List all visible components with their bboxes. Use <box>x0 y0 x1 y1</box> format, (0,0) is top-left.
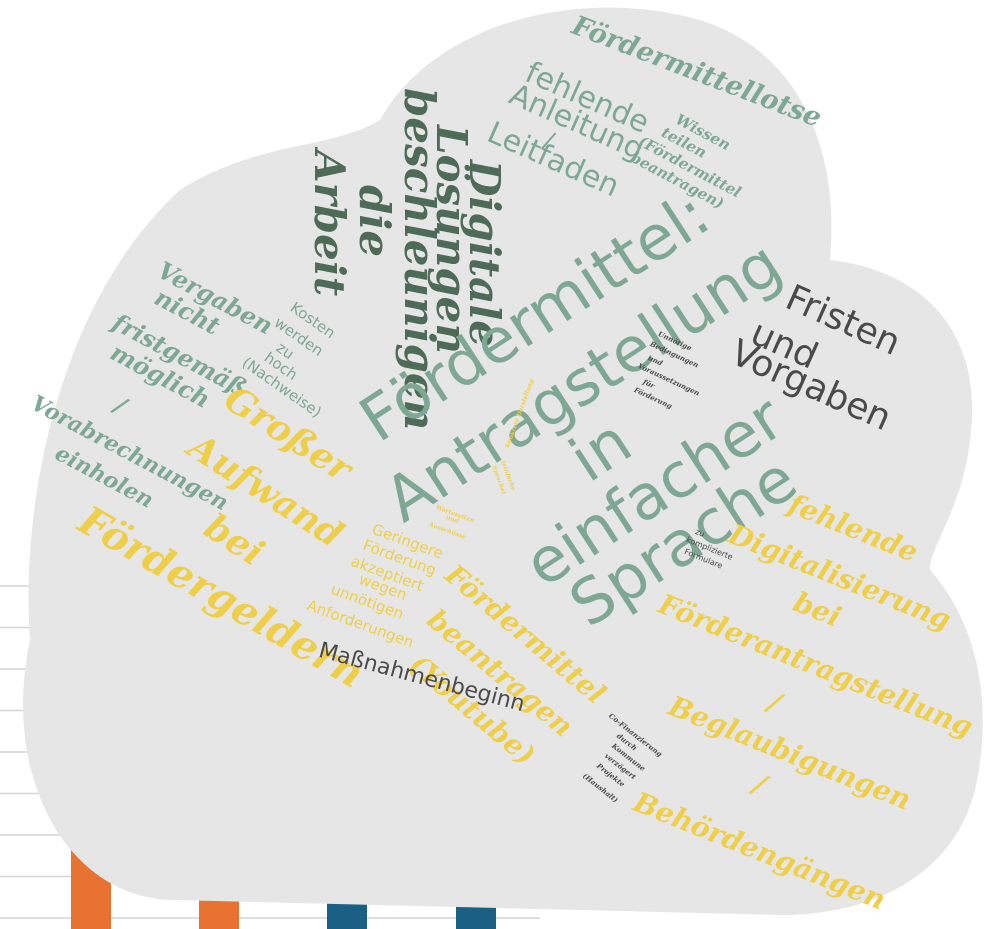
cloud-path <box>23 7 983 915</box>
word-arbeit: Arbeit <box>305 150 354 297</box>
word-die: die <box>350 185 399 258</box>
